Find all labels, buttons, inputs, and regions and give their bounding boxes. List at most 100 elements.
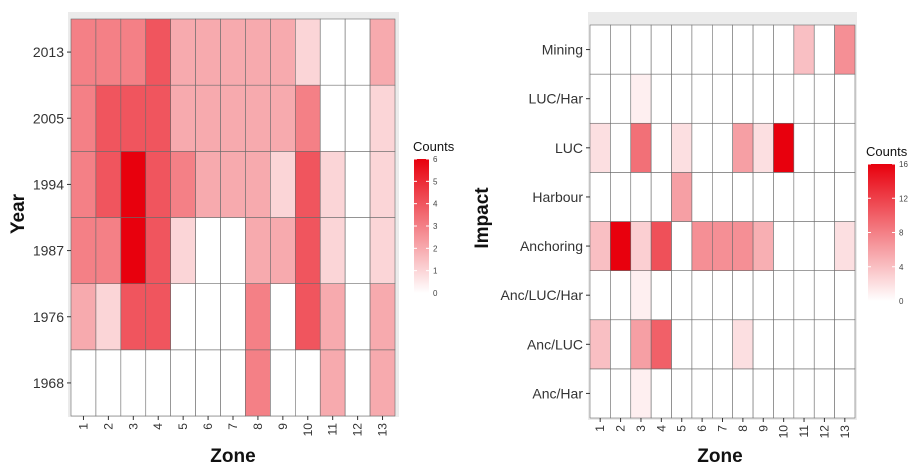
heatmap-cell bbox=[752, 368, 774, 419]
heatmap-cell bbox=[170, 283, 196, 351]
y-tick-label: Anc/Har bbox=[532, 385, 583, 401]
heatmap-cell bbox=[813, 122, 835, 173]
heatmap-cell bbox=[295, 283, 321, 351]
legend-tick-label: 0 bbox=[899, 297, 904, 306]
heatmap-cell bbox=[834, 270, 856, 321]
x-tick-label: 12 bbox=[817, 425, 831, 439]
right-legend-title: Counts bbox=[866, 144, 908, 159]
x-tick-label: 6 bbox=[695, 425, 709, 432]
heatmap-cell bbox=[589, 221, 611, 271]
heatmap-cell bbox=[220, 349, 246, 417]
heatmap-cell bbox=[70, 18, 97, 86]
heatmap-cell bbox=[773, 270, 795, 321]
heatmap-cell bbox=[813, 172, 835, 222]
heatmap-cell bbox=[630, 24, 652, 75]
heatmap-cell bbox=[752, 24, 774, 75]
x-tick-label: 4 bbox=[151, 423, 165, 430]
heatmap-cell bbox=[691, 172, 713, 222]
heatmap-cell bbox=[245, 349, 271, 417]
heatmap-cell bbox=[773, 24, 795, 75]
heatmap-cell bbox=[691, 270, 713, 321]
heatmap-cell bbox=[589, 270, 611, 321]
heatmap-cell bbox=[773, 172, 795, 222]
heatmap-cell bbox=[220, 18, 246, 86]
heatmap-cell bbox=[95, 84, 122, 152]
heatmap-cell bbox=[195, 18, 221, 86]
heatmap-cell bbox=[245, 151, 271, 218]
heatmap-cell bbox=[834, 319, 856, 370]
left-legend-ticks: 0 1 2 3 4 5 6 bbox=[414, 155, 438, 298]
heatmap-cell bbox=[170, 349, 196, 417]
x-tick-label: 10 bbox=[301, 423, 315, 437]
legend-tick-label: 5 bbox=[433, 177, 438, 186]
heatmap-cell bbox=[369, 18, 396, 86]
heatmap-cell bbox=[295, 18, 321, 86]
heatmap-cell bbox=[813, 24, 835, 75]
heatmap-cell bbox=[610, 24, 632, 75]
legend-tick-label: 0 bbox=[433, 289, 438, 298]
heatmap-cell bbox=[834, 24, 856, 75]
heatmap-cell bbox=[70, 283, 97, 351]
heatmap-cell bbox=[650, 24, 672, 75]
heatmap-cell bbox=[773, 221, 795, 271]
heatmap-cell bbox=[671, 24, 693, 75]
heatmap-cell bbox=[732, 24, 754, 75]
heatmap-cell bbox=[369, 217, 396, 284]
heatmap-cell bbox=[712, 270, 733, 321]
heatmap-cell bbox=[650, 122, 672, 173]
heatmap-cell bbox=[344, 84, 371, 152]
legend-tick-label: 8 bbox=[899, 229, 904, 238]
heatmap-cell bbox=[671, 122, 693, 173]
heatmap-cell bbox=[295, 151, 321, 218]
y-tick-label: 2013 bbox=[33, 44, 64, 60]
heatmap-cell bbox=[691, 24, 713, 75]
heatmap-cell bbox=[195, 349, 221, 417]
heatmap-cell bbox=[120, 151, 147, 218]
heatmap-cell bbox=[732, 172, 754, 222]
heatmap-cell bbox=[589, 24, 611, 75]
x-tick-label: 8 bbox=[251, 423, 265, 430]
heatmap-cell bbox=[344, 18, 371, 86]
y-tick-label: Anc/LUC bbox=[527, 336, 583, 352]
heatmap-cell bbox=[145, 84, 171, 152]
heatmap-cell bbox=[589, 319, 611, 370]
heatmap-cell bbox=[630, 319, 652, 370]
heatmap-cell bbox=[295, 349, 321, 417]
heatmap-cell bbox=[712, 24, 733, 75]
x-tick-label: 13 bbox=[376, 423, 390, 437]
heatmap-cell bbox=[589, 73, 611, 124]
legend-tick-label: 6 bbox=[433, 155, 438, 164]
heatmap-cell bbox=[369, 283, 396, 351]
heatmap-cell bbox=[671, 73, 693, 124]
x-tick-label: 9 bbox=[756, 425, 770, 432]
heatmap-cell bbox=[671, 172, 693, 222]
heatmap-cell bbox=[70, 84, 97, 152]
heatmap-cell bbox=[712, 73, 733, 124]
heatmap-cell bbox=[671, 221, 693, 271]
heatmap-cell bbox=[270, 18, 296, 86]
heatmap-cell bbox=[630, 221, 652, 271]
heatmap-cell bbox=[793, 270, 815, 321]
heatmap-cell bbox=[170, 84, 196, 152]
heatmap-cell bbox=[712, 221, 733, 271]
legend-tick-label: 1 bbox=[433, 267, 438, 276]
left-x-axis-title: Zone bbox=[210, 446, 255, 465]
heatmap-cell bbox=[220, 283, 246, 351]
heatmap-cell bbox=[344, 349, 371, 417]
x-tick-label: 11 bbox=[326, 423, 340, 436]
heatmap-cell bbox=[752, 270, 774, 321]
heatmap-cell bbox=[813, 368, 835, 419]
x-tick-label: 11 bbox=[797, 425, 811, 438]
heatmap-cell bbox=[610, 368, 632, 419]
heatmap-cell bbox=[195, 151, 221, 218]
heatmap-cell bbox=[95, 349, 122, 417]
heatmap-cell bbox=[369, 151, 396, 218]
x-tick-label: 3 bbox=[126, 423, 140, 430]
heatmap-cell bbox=[630, 270, 652, 321]
x-tick-label: 7 bbox=[716, 425, 730, 432]
heatmap-cell bbox=[220, 151, 246, 218]
heatmap-cell bbox=[732, 122, 754, 173]
heatmap-cell bbox=[793, 73, 815, 124]
heatmap-cell bbox=[793, 24, 815, 75]
